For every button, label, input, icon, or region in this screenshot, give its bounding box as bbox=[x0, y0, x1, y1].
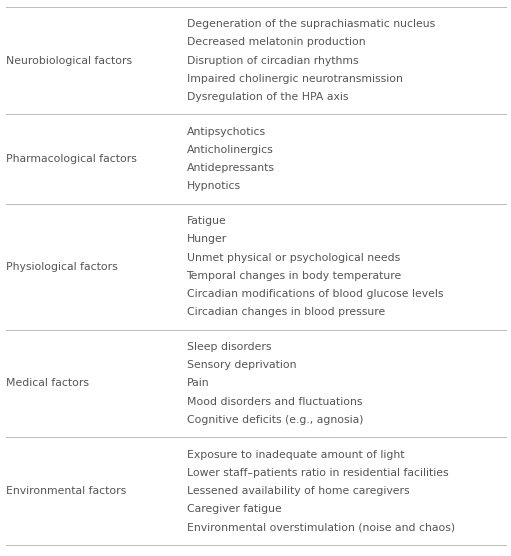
Text: Anticholinergics: Anticholinergics bbox=[187, 145, 273, 155]
Text: Pharmacological factors: Pharmacological factors bbox=[6, 154, 137, 164]
Text: Decreased melatonin production: Decreased melatonin production bbox=[187, 37, 365, 47]
Text: Exposure to inadequate amount of light: Exposure to inadequate amount of light bbox=[187, 449, 404, 459]
Text: Unmet physical or psychological needs: Unmet physical or psychological needs bbox=[187, 252, 400, 262]
Text: Circadian changes in blood pressure: Circadian changes in blood pressure bbox=[187, 307, 385, 317]
Text: Caregiver fatigue: Caregiver fatigue bbox=[187, 504, 281, 514]
Text: Disruption of circadian rhythms: Disruption of circadian rhythms bbox=[187, 56, 358, 66]
Text: Degeneration of the suprachiasmatic nucleus: Degeneration of the suprachiasmatic nucl… bbox=[187, 19, 435, 29]
Text: Mood disorders and fluctuations: Mood disorders and fluctuations bbox=[187, 397, 362, 407]
Text: Sleep disorders: Sleep disorders bbox=[187, 342, 271, 352]
Text: Circadian modifications of blood glucose levels: Circadian modifications of blood glucose… bbox=[187, 289, 443, 299]
Text: Sensory deprivation: Sensory deprivation bbox=[187, 360, 296, 370]
Text: Impaired cholinergic neurotransmission: Impaired cholinergic neurotransmission bbox=[187, 74, 402, 84]
Text: Neurobiological factors: Neurobiological factors bbox=[6, 56, 132, 66]
Text: Environmental factors: Environmental factors bbox=[6, 486, 126, 496]
Text: Cognitive deficits (e.g., agnosia): Cognitive deficits (e.g., agnosia) bbox=[187, 415, 363, 425]
Text: Antidepressants: Antidepressants bbox=[187, 163, 274, 173]
Text: Medical factors: Medical factors bbox=[6, 379, 89, 389]
Text: Pain: Pain bbox=[187, 379, 209, 389]
Text: Lower staff–patients ratio in residential facilities: Lower staff–patients ratio in residentia… bbox=[187, 468, 448, 478]
Text: Dysregulation of the HPA axis: Dysregulation of the HPA axis bbox=[187, 92, 348, 102]
Text: Environmental overstimulation (noise and chaos): Environmental overstimulation (noise and… bbox=[187, 523, 455, 533]
Text: Physiological factors: Physiological factors bbox=[6, 262, 118, 272]
Text: Hunger: Hunger bbox=[187, 234, 227, 244]
Text: Antipsychotics: Antipsychotics bbox=[187, 127, 266, 137]
Text: Fatigue: Fatigue bbox=[187, 216, 226, 226]
Text: Hypnotics: Hypnotics bbox=[187, 181, 241, 191]
Text: Temporal changes in body temperature: Temporal changes in body temperature bbox=[187, 271, 402, 281]
Text: Lessened availability of home caregivers: Lessened availability of home caregivers bbox=[187, 486, 409, 496]
